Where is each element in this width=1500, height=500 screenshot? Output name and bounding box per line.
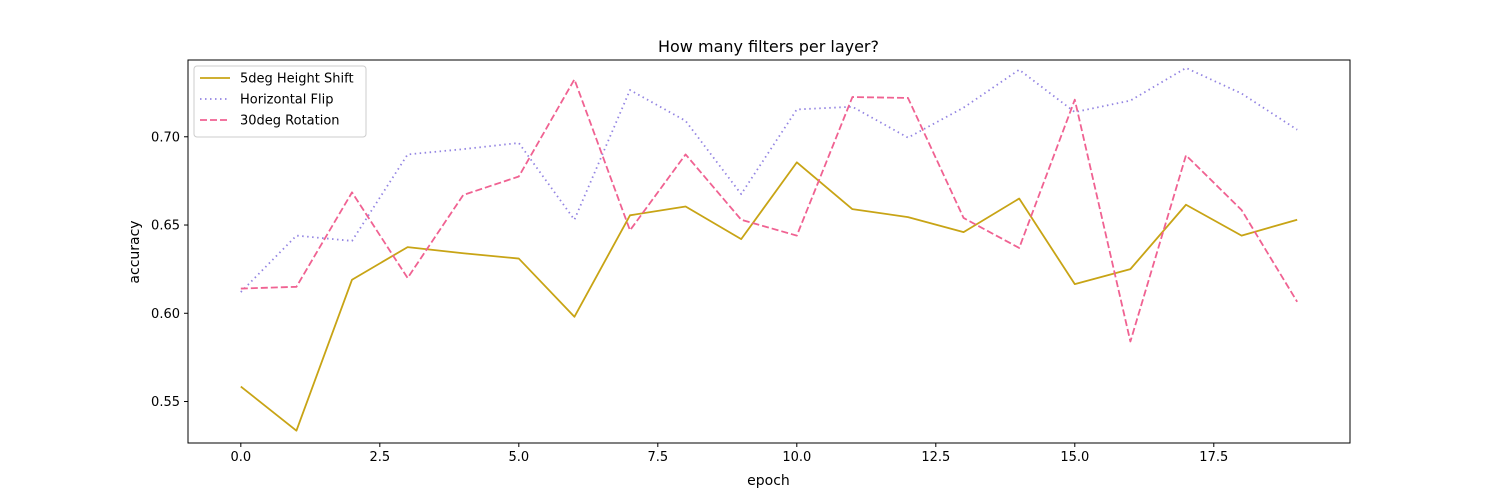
legend-label: 30deg Rotation	[240, 114, 340, 129]
y-tick-label: 0.55	[151, 395, 180, 410]
x-tick-label: 0.0	[230, 450, 251, 465]
series-line-1	[240, 161, 1298, 432]
legend-box	[193, 65, 367, 138]
x-tick-label: 15.0	[1060, 450, 1089, 465]
y-tick-label: 0.65	[151, 219, 180, 234]
series-line-3	[240, 78, 1298, 343]
legend: 5deg Height Shift Horizontal Flip 30deg Ro…	[193, 65, 367, 138]
y-tick-label: 0.70	[151, 130, 180, 145]
chart-title: How many filters per layer?	[658, 37, 879, 56]
y-axis-label: accuracy	[127, 220, 143, 283]
x-axis-label: epoch	[747, 473, 790, 489]
legend-label: 5deg Height Shift	[240, 72, 354, 87]
axes-frame	[187, 59, 1351, 444]
x-tick-label: 2.5	[369, 450, 390, 465]
x-tick-label: 7.5	[647, 450, 668, 465]
legend-label: Horizontal Flip	[240, 93, 333, 108]
x-tick-label: 5.0	[508, 450, 529, 465]
y-tick-label: 0.60	[151, 307, 180, 322]
x-tick-label: 17.5	[1199, 450, 1228, 465]
x-tick-label: 10.0	[782, 450, 811, 465]
x-tick-label: 12.5	[921, 450, 950, 465]
